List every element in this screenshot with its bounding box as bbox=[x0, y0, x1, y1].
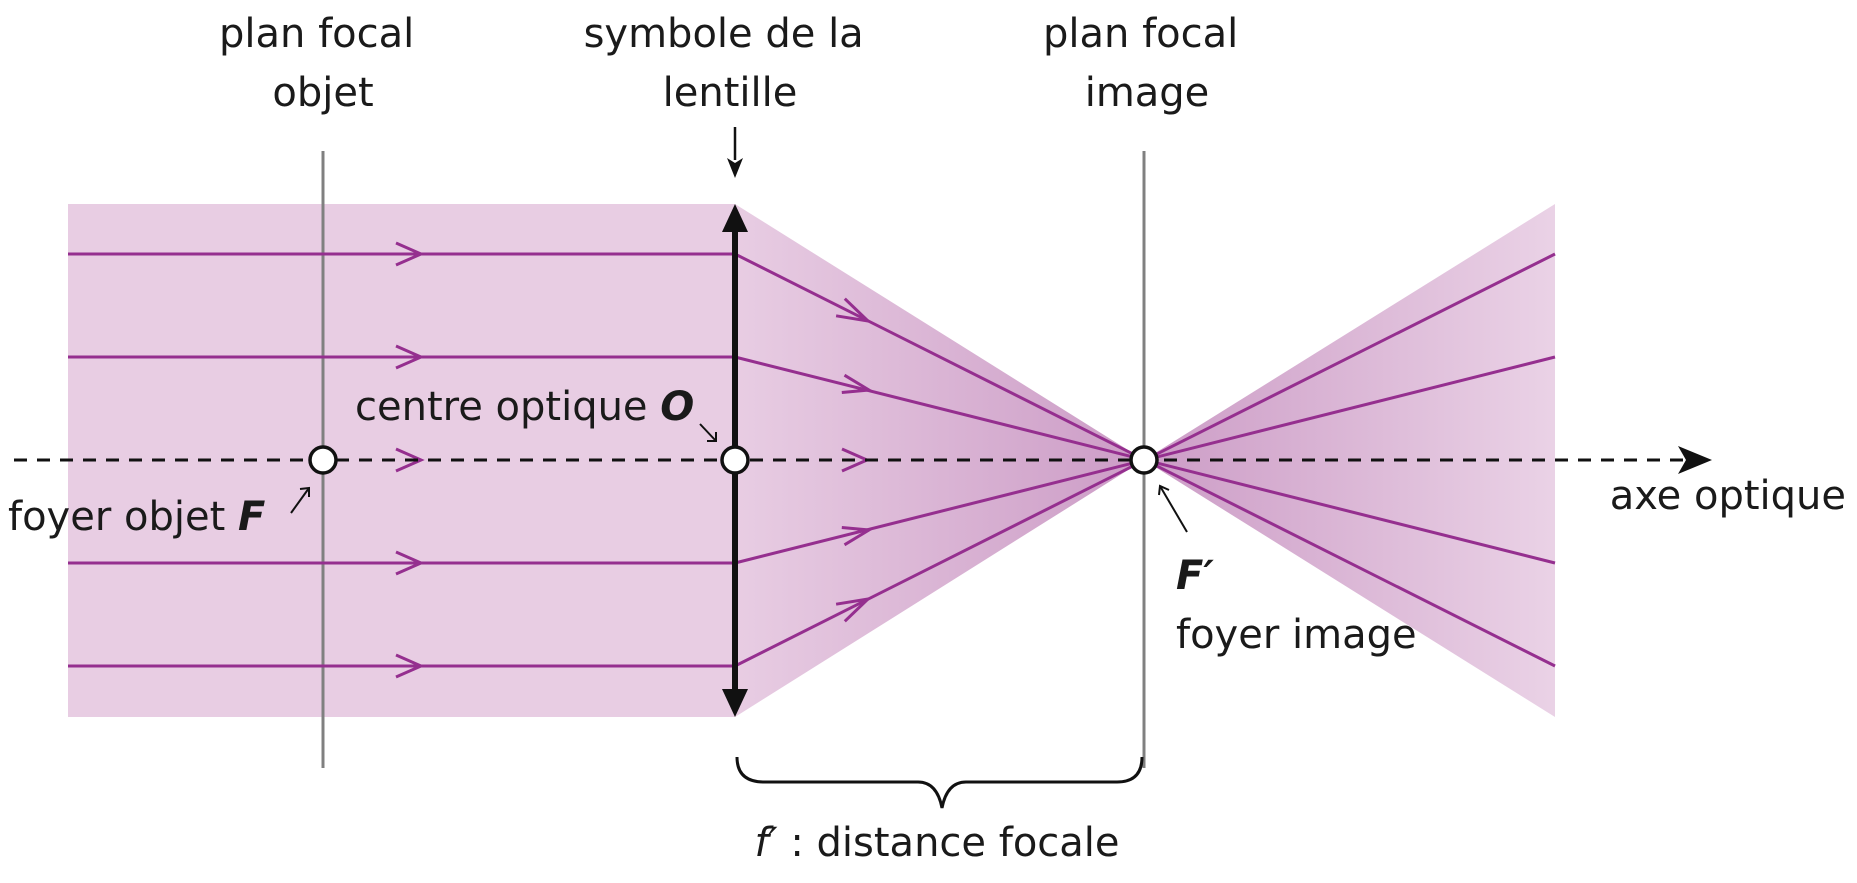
object-focus-symbol: F bbox=[238, 494, 265, 540]
focal-length-text: : distance focale bbox=[778, 820, 1120, 866]
focal-length-label: f′ : distance focale bbox=[754, 820, 1119, 866]
lens-arrowhead-top bbox=[722, 204, 748, 232]
lens-symbol-label: symbole de la lentille bbox=[584, 11, 877, 116]
lens-arrowhead-bottom bbox=[722, 689, 748, 717]
image-focus-symbol: F′ bbox=[1176, 553, 1214, 599]
image-focus-label: foyer image bbox=[1176, 612, 1417, 658]
optical-center-symbol: O bbox=[660, 384, 694, 430]
focal-length-symbol: f′ bbox=[754, 820, 777, 866]
image-focus-pointer bbox=[1158, 484, 1188, 533]
optical-axis-label: axe optique bbox=[1610, 473, 1846, 519]
optical-axis-arrowhead bbox=[1678, 446, 1712, 474]
incident-ray-arrows bbox=[395, 241, 425, 679]
focal-length-brace bbox=[735, 756, 1144, 809]
object-focus-text: foyer objet bbox=[8, 494, 238, 540]
lens-label-pointer-head bbox=[727, 158, 743, 178]
optical-center-text: centre optique bbox=[355, 384, 660, 430]
incident-rays bbox=[68, 252, 735, 668]
object-focus-point bbox=[308, 445, 338, 475]
optical-center-point bbox=[720, 445, 750, 475]
image-focal-plane-label: plan focal image bbox=[1043, 11, 1251, 116]
incident-beam bbox=[68, 204, 735, 717]
object-focal-plane-label: plan focal objet bbox=[219, 11, 427, 116]
image-focus-point bbox=[1129, 445, 1159, 475]
optical-center-label: centre optique O bbox=[355, 384, 694, 430]
optical-center-pointer bbox=[699, 423, 717, 442]
object-focus-label: foyer objet F bbox=[8, 494, 265, 540]
object-focus-pointer bbox=[290, 486, 310, 514]
